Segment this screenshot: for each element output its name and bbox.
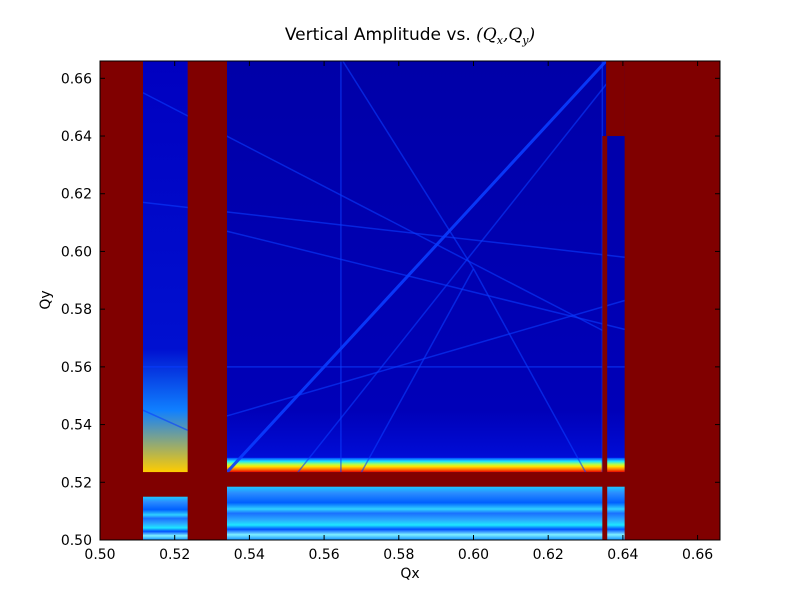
y-tick-label: 0.50: [61, 533, 92, 549]
title-close-paren: ): [528, 25, 536, 45]
saturated-region: [188, 61, 227, 540]
y-tick-label: 0.58: [61, 302, 92, 318]
saturated-region: [606, 61, 625, 136]
y-tick-label: 0.64: [61, 129, 92, 145]
saturated-region: [625, 61, 720, 540]
x-tick-label: 0.50: [84, 547, 115, 563]
x-tick-label: 0.60: [458, 547, 489, 563]
amplitude-transition-band: [227, 458, 625, 472]
plot-area: [100, 61, 720, 540]
title-prefix: Vertical Amplitude vs.: [285, 25, 476, 45]
y-tick-label: 0.66: [61, 71, 92, 87]
y-tick-label: 0.60: [61, 244, 92, 260]
y-tick-label: 0.62: [61, 187, 92, 203]
y-tick-label: 0.54: [61, 418, 92, 434]
x-tick-label: 0.62: [533, 547, 564, 563]
title-q2: Q: [508, 25, 522, 45]
y-axis-label: Qy: [38, 290, 54, 309]
title-q1: Q: [483, 25, 497, 45]
x-tick-label: 0.56: [309, 547, 340, 563]
stable-region-left-strip: [143, 61, 188, 472]
saturated-region: [100, 61, 143, 540]
x-tick-label: 0.66: [682, 547, 713, 563]
stable-region-upper: [227, 61, 625, 472]
y-tick-label: 0.52: [61, 475, 92, 491]
stable-region-lower: [227, 487, 625, 540]
saturated-region: [143, 472, 625, 486]
y-tick-label: 0.56: [61, 360, 92, 376]
saturated-region: [602, 136, 607, 540]
x-tick-label: 0.52: [159, 547, 190, 563]
chart-title: Vertical Amplitude vs. (Qx,Qy): [285, 25, 535, 47]
x-tick-label: 0.54: [234, 547, 265, 563]
x-tick-label: 0.58: [383, 547, 414, 563]
x-axis-label: Qx: [400, 566, 419, 582]
stable-region-lower-left: [143, 497, 188, 540]
x-tick-label: 0.64: [607, 547, 638, 563]
